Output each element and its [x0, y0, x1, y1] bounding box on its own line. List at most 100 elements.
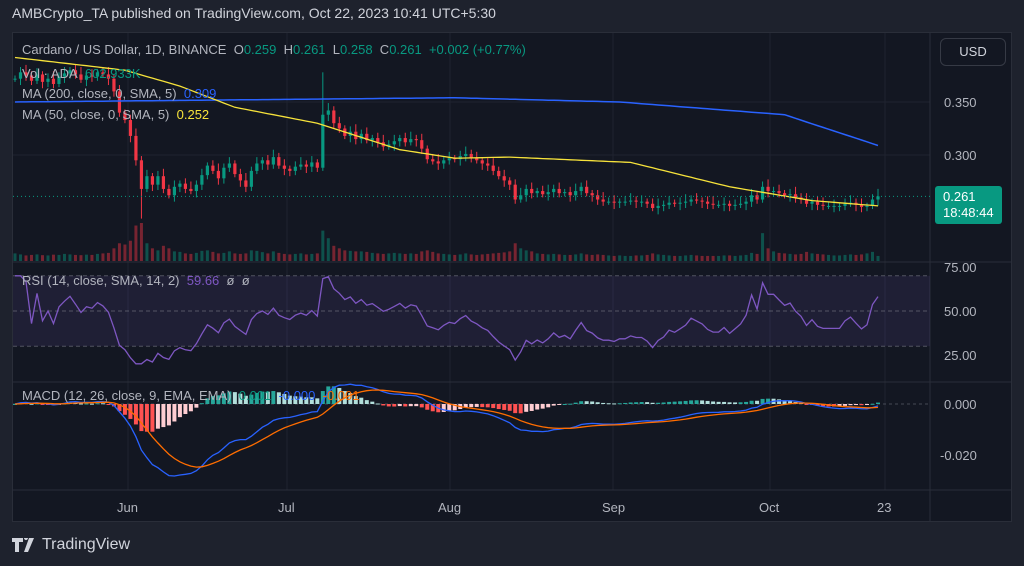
candle-body — [238, 174, 242, 181]
rsi-tick: 75.00 — [944, 260, 977, 275]
macd-signal-value: -0.001 — [322, 388, 360, 403]
volume-bar — [194, 252, 198, 261]
chart-frame[interactable] — [12, 32, 1012, 522]
volume-bar — [145, 243, 149, 261]
candle-body — [546, 192, 550, 195]
macd-histogram-bar — [150, 404, 155, 432]
macd-histogram-bar — [45, 404, 50, 405]
macd-histogram-bar — [161, 404, 166, 428]
volume-bar — [574, 254, 578, 261]
macd-histogram-bar — [260, 391, 265, 404]
macd-histogram-bar — [122, 404, 127, 415]
volume-bar — [106, 252, 110, 261]
volume-bar — [315, 253, 319, 261]
macd-histogram-bar — [859, 404, 864, 406]
candle-body — [376, 138, 380, 143]
volume-bar — [607, 255, 611, 261]
volume-bar — [288, 254, 292, 261]
volume-bar — [332, 245, 336, 261]
volume-bar — [651, 253, 655, 261]
candle-body — [705, 201, 710, 204]
macd-histogram-bar — [13, 404, 17, 405]
candle-body — [337, 123, 341, 129]
candle-body — [222, 167, 226, 179]
volume-bar — [46, 255, 50, 261]
macd-histogram-bar — [364, 400, 369, 404]
macd-legend[interactable]: MACD (12, 26, close, 9, EMA, EMA) 0.001 … — [22, 388, 360, 403]
ma200-legend[interactable]: MA (200, close, 0, SMA, 5) 0.309 — [22, 86, 216, 101]
candle-body — [579, 186, 583, 192]
volume-legend[interactable]: Vol · ADA 602.933K — [22, 66, 141, 81]
rsi-legend[interactable]: RSI (14, close, SMA, 14, 2) 59.66 ø ø — [22, 273, 250, 288]
volume-bar — [502, 252, 506, 261]
candle-body — [134, 135, 138, 161]
volume-bar — [310, 253, 314, 261]
macd-histogram-bar — [788, 400, 793, 404]
volume-bar — [216, 253, 220, 261]
volume-bar — [337, 248, 341, 261]
rsi-na-2: ø — [241, 273, 250, 288]
volume-bar — [178, 251, 182, 261]
candle-body — [826, 205, 831, 207]
macd-histogram-bar — [78, 403, 83, 405]
last-price-tag: 0.261 18:48:44 — [935, 186, 1002, 224]
symbol-title[interactable]: Cardano / US Dollar, 1D, BINANCE — [22, 42, 227, 57]
candle-body — [662, 204, 666, 206]
volume-bar — [266, 253, 270, 261]
candle-body — [623, 201, 627, 203]
candle-body — [656, 205, 660, 208]
volume-bar — [794, 254, 798, 261]
macd-histogram-bar — [216, 395, 221, 404]
tradingview-logo-icon — [12, 538, 34, 552]
volume-bar — [634, 255, 638, 261]
tradingview-logo[interactable]: TradingView — [12, 536, 130, 554]
candle-body — [574, 191, 578, 196]
volume-bar — [876, 255, 880, 261]
candle-body — [139, 160, 144, 189]
candle-body — [189, 188, 193, 192]
candle-body — [810, 201, 814, 204]
macd-histogram-bar — [106, 404, 111, 405]
candle-body — [755, 195, 759, 200]
macd-histogram-bar — [194, 404, 199, 408]
macd-histogram-bar — [656, 402, 661, 404]
volume-bar — [816, 253, 820, 261]
macd-histogram-bar — [353, 396, 358, 404]
time-tick: 23 — [877, 500, 892, 515]
ma50-legend[interactable]: MA (50, close, 0, SMA, 5) 0.252 — [22, 107, 209, 122]
ma50-line — [14, 56, 879, 207]
bar-countdown: 18:48:44 — [943, 205, 994, 220]
volume-bar — [403, 253, 407, 261]
candle-body — [711, 203, 715, 205]
candle-body — [447, 158, 451, 161]
candle-body — [607, 201, 611, 203]
volume-bar — [134, 225, 138, 261]
candle-body — [865, 205, 869, 207]
volume-bar — [370, 252, 374, 261]
volume-bar — [513, 243, 517, 261]
macd-histogram-bar — [403, 404, 408, 407]
candle-body — [552, 188, 556, 193]
macd-histogram-bar — [595, 402, 600, 404]
currency-button[interactable]: USD — [940, 38, 1006, 66]
volume-bar — [376, 253, 380, 261]
macd-histogram-bar — [469, 404, 474, 408]
candle-body — [513, 184, 517, 200]
macd-histogram-bar — [243, 395, 248, 404]
macd-histogram-bar — [276, 392, 281, 404]
macd-histogram-bar — [491, 404, 496, 409]
candle-body — [277, 157, 281, 166]
volume-bar — [13, 253, 17, 261]
volume-bar — [777, 252, 781, 261]
macd-histogram-bar — [293, 396, 298, 404]
volume-bar — [662, 254, 666, 261]
open-label: O — [233, 42, 244, 57]
candle-body — [684, 201, 688, 203]
volume-bar — [821, 254, 825, 261]
macd-histogram-bar — [744, 401, 749, 404]
volume-bar — [810, 253, 814, 261]
candle-body — [326, 110, 330, 115]
candle-body — [112, 78, 116, 92]
volume-bar — [304, 254, 308, 261]
